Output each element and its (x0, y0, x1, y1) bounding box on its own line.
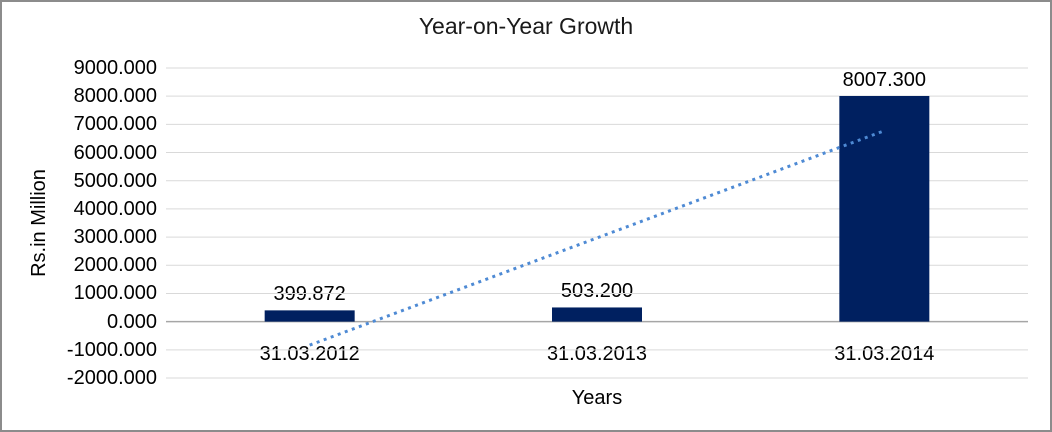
x-axis-title: Years (571, 387, 623, 409)
y-tick-label: 8000.000 (73, 85, 157, 108)
y-tick-label: -1000.000 (66, 338, 157, 361)
bar-data-label: 8007.300 (842, 68, 927, 91)
y-tick-label: 0.000 (106, 310, 157, 333)
bar (552, 307, 642, 322)
y-tick-label: -2000.000 (66, 367, 157, 389)
x-category-label: 31.03.2013 (546, 342, 648, 365)
y-tick-label: 3000.000 (73, 226, 157, 249)
chart-title: Year-on-Year Growth (418, 13, 634, 39)
y-tick-label: 7000.000 (73, 113, 157, 136)
bar-data-label: 503.200 (560, 280, 634, 303)
y-tick-label: 6000.000 (73, 141, 157, 164)
y-tick-label: 2000.000 (73, 254, 157, 277)
bar (839, 95, 930, 322)
x-category-label: 31.03.2012 (259, 342, 360, 365)
x-category-label: 31.03.2014 (834, 342, 935, 365)
bar (264, 310, 355, 322)
trendline (309, 129, 885, 347)
y-tick-label: 4000.000 (73, 197, 157, 220)
y-tick-label: 1000.000 (73, 282, 157, 305)
y-tick-label: 9000.000 (73, 57, 157, 79)
y-tick-label: 5000.000 (73, 169, 157, 192)
bar-data-label: 399.872 (273, 283, 346, 306)
